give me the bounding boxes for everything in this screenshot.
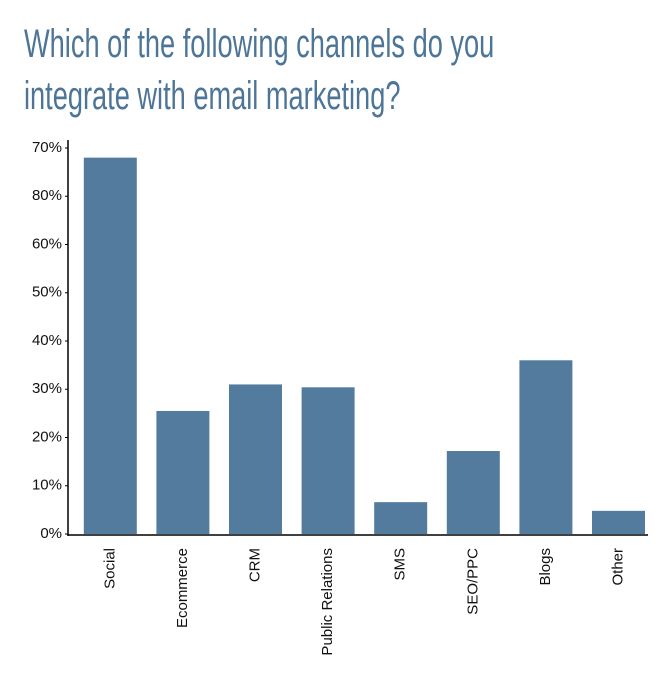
- x-tick-label: SMS: [392, 548, 409, 581]
- x-tick-label: Blogs: [537, 548, 554, 586]
- y-tick-label: 30%: [32, 380, 62, 397]
- bar: [83, 157, 137, 534]
- bar: [592, 510, 645, 534]
- y-tick-label: 50%: [32, 284, 62, 301]
- y-tick-label: 80%: [32, 187, 62, 204]
- x-tick-label: CRM: [246, 548, 263, 582]
- x-tick-label: Social: [101, 548, 118, 589]
- chart-title: Which of the following channels do you: [24, 22, 495, 66]
- y-tick-label: 20%: [32, 428, 62, 445]
- y-tick-label: 70%: [32, 139, 62, 156]
- bar: [446, 451, 500, 534]
- bar: [374, 502, 428, 534]
- y-tick-label: 60%: [32, 235, 62, 252]
- y-tick-label: 40%: [32, 332, 62, 349]
- x-tick-label: Ecommerce: [174, 548, 191, 628]
- y-tick-label: 0%: [40, 525, 62, 542]
- y-tick-label: 10%: [32, 477, 62, 494]
- x-tick-label: Other: [609, 548, 626, 586]
- x-tick-label: Public Relations: [319, 548, 336, 656]
- bar: [229, 384, 282, 534]
- chart-title: integrate with email marketing?: [24, 74, 401, 118]
- bar: [156, 410, 210, 534]
- bar: [519, 360, 573, 534]
- x-tick-label: SEO/PPC: [464, 548, 481, 615]
- bar: [301, 387, 355, 534]
